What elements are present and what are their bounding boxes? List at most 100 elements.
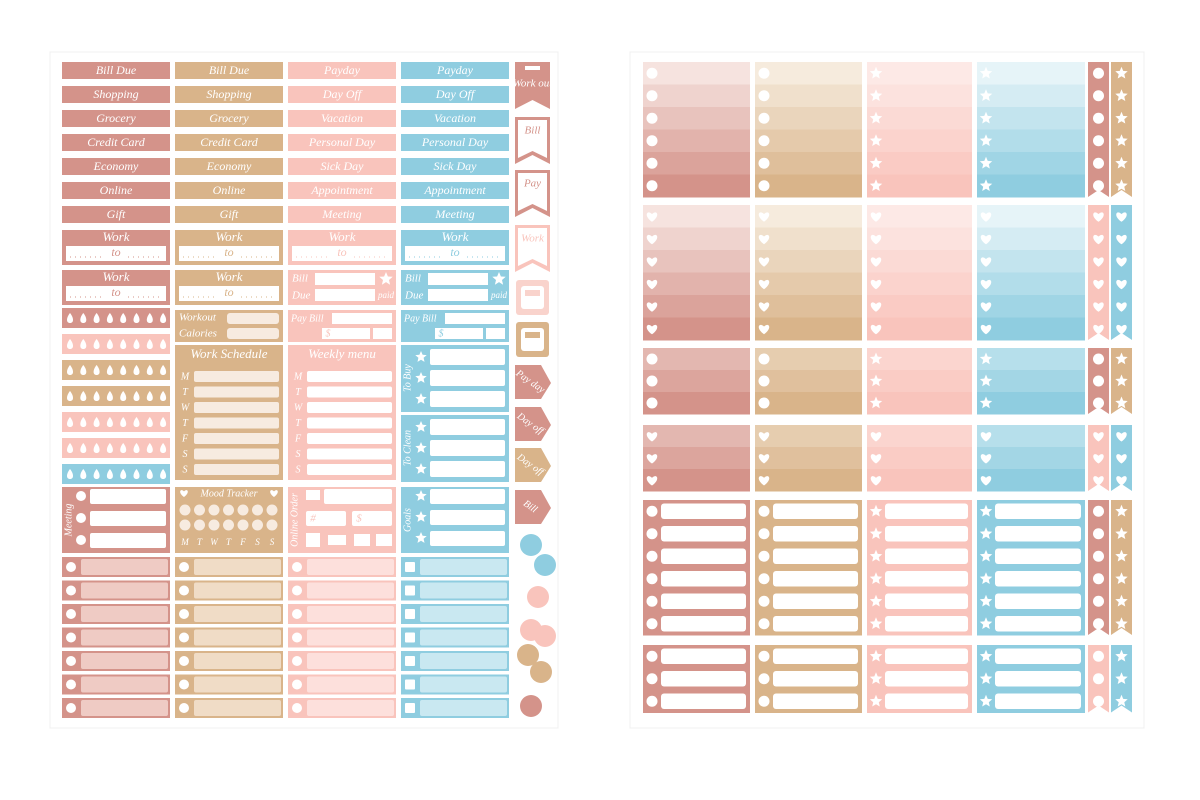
- circle-icon: [758, 375, 770, 387]
- list-field: [430, 391, 505, 407]
- meeting-field: [90, 489, 166, 504]
- star-icon: [1115, 504, 1128, 517]
- gradient-row: [867, 84, 972, 108]
- check-field: [373, 328, 392, 339]
- gradient-row: [867, 317, 972, 341]
- heart-icon: [870, 257, 882, 267]
- label-sticker: [62, 206, 170, 223]
- star-icon: [979, 549, 993, 562]
- mood-face: [208, 519, 220, 531]
- narrow-flag: [1111, 205, 1132, 340]
- strip-field: [420, 676, 507, 693]
- strip-field: [81, 653, 168, 669]
- gradient-row: [977, 348, 1085, 371]
- writing-field: [885, 648, 968, 664]
- meeting-icon: [76, 491, 86, 501]
- label-text: Work: [329, 229, 356, 244]
- label-text: S: [296, 464, 301, 475]
- label-text: to: [224, 245, 233, 259]
- strip-icon: [292, 609, 302, 619]
- drop-icon: [93, 313, 100, 323]
- label-text: Appointment: [423, 183, 486, 197]
- star-icon: [415, 463, 427, 474]
- heart-icon: [758, 212, 770, 222]
- circle-icon: [646, 67, 658, 79]
- heart-icon: [758, 302, 770, 312]
- label-text: Work: [103, 229, 130, 244]
- meeting-icon: [76, 513, 86, 523]
- drop-icon: [160, 391, 167, 401]
- gradient-row: [977, 152, 1085, 175]
- heart-icon: [1093, 212, 1104, 222]
- star-icon: [1115, 617, 1128, 629]
- list-field: [430, 419, 505, 435]
- star-icon: [492, 272, 506, 285]
- gradient-row: [643, 295, 750, 318]
- strip-field: [81, 629, 168, 646]
- scale-icon: [521, 328, 544, 351]
- circle-icon: [758, 180, 770, 192]
- gradient-row: [977, 317, 1085, 341]
- strip-icon: [179, 679, 189, 690]
- star-icon: [869, 66, 883, 79]
- label-sticker: [62, 182, 170, 199]
- label-text: Sick Day: [321, 159, 365, 173]
- label-text: Appointment: [310, 183, 373, 197]
- drop-icon: [120, 365, 127, 375]
- circle-icon: [1093, 135, 1104, 147]
- label-text: Economy: [206, 159, 252, 173]
- circle-icon: [646, 528, 658, 540]
- gradient-row: [867, 370, 972, 393]
- heart-icon: [980, 279, 992, 290]
- schedule-field: [307, 402, 392, 413]
- star-icon: [415, 393, 427, 404]
- strip-field: [194, 559, 281, 575]
- label-text: Work Schedule: [190, 346, 267, 361]
- star-icon: [979, 89, 993, 101]
- label-sticker: [288, 110, 396, 127]
- star-icon: [869, 134, 883, 146]
- star-icon: [1115, 156, 1128, 169]
- star-icon: [869, 594, 883, 607]
- drop-icon: [80, 313, 87, 323]
- mood-face: [194, 519, 205, 531]
- gradient-row: [643, 205, 750, 228]
- coins-icon: [376, 534, 392, 546]
- gradient-row: [867, 272, 972, 296]
- label-text: Calories: [179, 328, 217, 340]
- star-icon: [979, 617, 993, 629]
- strip-field: [420, 559, 507, 575]
- label-text: Credit Card: [87, 135, 145, 149]
- heart-icon: [758, 257, 770, 267]
- heart-icon: [980, 212, 992, 222]
- heart-icon: [1093, 279, 1104, 290]
- gradient-row: [755, 392, 862, 415]
- drop-icon: [160, 365, 167, 375]
- circle-icon: [758, 695, 770, 707]
- circle-icon: [1093, 550, 1104, 562]
- writing-field: [885, 526, 968, 542]
- goal-field: [430, 531, 505, 546]
- water-tracker: [62, 464, 170, 484]
- heart-icon: [758, 432, 770, 442]
- circle-icon: [1093, 573, 1104, 585]
- narrow-flag: [1088, 205, 1109, 340]
- strip-field: [307, 676, 394, 693]
- strip-field: [307, 629, 394, 646]
- circle-sticker: [517, 644, 539, 666]
- circle-icon: [1093, 618, 1104, 630]
- writing-field: [995, 548, 1081, 564]
- scale-display: [525, 332, 540, 338]
- strip-icon: [405, 585, 415, 596]
- label-sticker: [175, 62, 283, 79]
- circle-sticker: [520, 534, 542, 556]
- gradient-row: [977, 469, 1085, 492]
- box-icon: [354, 534, 370, 546]
- label-sticker: [401, 134, 509, 151]
- writing-field: [995, 503, 1081, 519]
- heart-icon: [1093, 324, 1104, 335]
- label-text: Work: [216, 269, 243, 284]
- label-text: Work: [103, 269, 130, 284]
- star-icon: [869, 179, 883, 191]
- schedule-field: [307, 417, 392, 429]
